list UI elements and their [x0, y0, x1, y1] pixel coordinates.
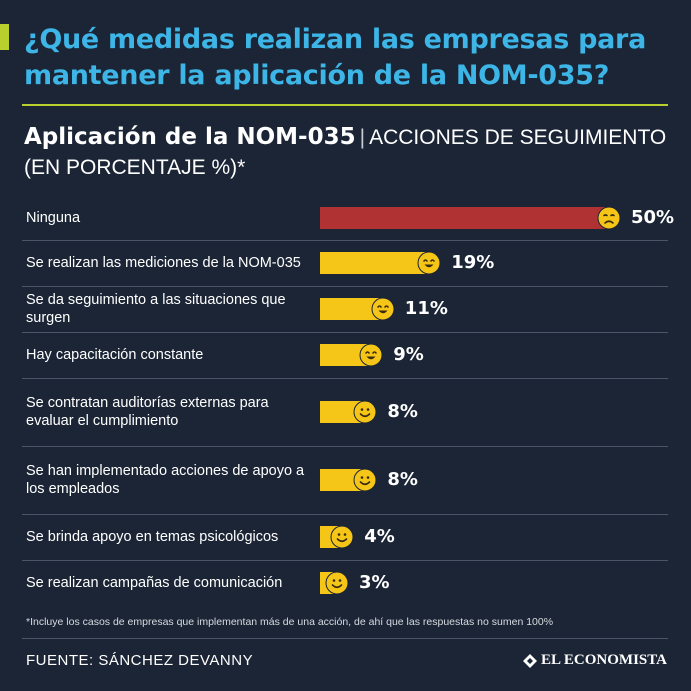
happy-face-icon [417, 251, 441, 280]
row-divider [22, 378, 668, 379]
row-divider [22, 560, 668, 561]
title-accent-bar [0, 24, 9, 50]
bar [320, 252, 431, 274]
smile-face-icon [330, 525, 354, 554]
subtitle-separator: | [359, 126, 366, 149]
title-divider [22, 104, 668, 106]
bar-value-label: 4% [364, 526, 395, 547]
bar-value-label: 19% [451, 252, 495, 273]
row-divider [22, 332, 668, 333]
bar-value-label: 8% [387, 469, 418, 490]
row-divider [22, 446, 668, 447]
chart-subtitle: Aplicación de la NOM-035 | ACCIONES DE SEG… [24, 122, 674, 183]
smile-face-icon [325, 571, 349, 600]
row-divider [22, 240, 668, 241]
bar [320, 344, 373, 366]
row-divider [22, 286, 668, 287]
bar [320, 298, 384, 320]
bar-category-label: Ninguna [26, 210, 81, 226]
footer-divider [22, 638, 668, 639]
brand-logo: EL ECONOMISTA [523, 652, 667, 669]
brand-name: EL ECONOMISTA [541, 652, 667, 668]
brand-mark-icon [523, 653, 537, 668]
bar [320, 401, 367, 423]
bar-category-label: Se contratan auditorías externas para ev… [26, 395, 269, 429]
bar-category-label: Se realizan las mediciones de la NOM-035 [26, 255, 301, 271]
subtitle-bold: Aplicación de la NOM-035 [24, 124, 356, 150]
smile-face-icon [353, 468, 377, 497]
row-divider [22, 514, 668, 515]
bar-category-label: Se brinda apoyo en temas psicológicos [26, 529, 279, 545]
bar-category-label: Se han implementado acciones de apoyo a … [26, 463, 305, 497]
footnote: *Incluye los casos de empresas que imple… [26, 616, 554, 628]
bar-category-label: Se da seguimiento a las situaciones que … [26, 292, 286, 326]
bar-value-label: 8% [387, 401, 418, 422]
bar-category-label: Se realizan campañas de comunicación [26, 575, 283, 591]
happy-face-icon [359, 343, 383, 372]
sad-face-icon [597, 206, 621, 235]
page-title: ¿Qué medidas realizan las empresas para … [24, 24, 646, 91]
bar-category-label: Hay capacitación constante [26, 347, 204, 363]
bar-value-label: 50% [631, 207, 675, 228]
bar-value-label: 11% [404, 298, 448, 319]
smile-face-icon [353, 400, 377, 429]
source-text: FUENTE: SÁNCHEZ DEVANNY [26, 652, 254, 669]
bar [320, 207, 610, 229]
bar-value-label: 3% [359, 572, 390, 593]
bar [320, 469, 367, 491]
subtitle-light: ACCIONES DE SEGUIMIENTO (EN PORCENTAJE %… [24, 126, 667, 179]
bar-chart: Ninguna 50% Se realizan las mediciones de … [0, 196, 691, 606]
bar-value-label: 9% [393, 344, 424, 365]
happy-face-icon [371, 297, 395, 326]
